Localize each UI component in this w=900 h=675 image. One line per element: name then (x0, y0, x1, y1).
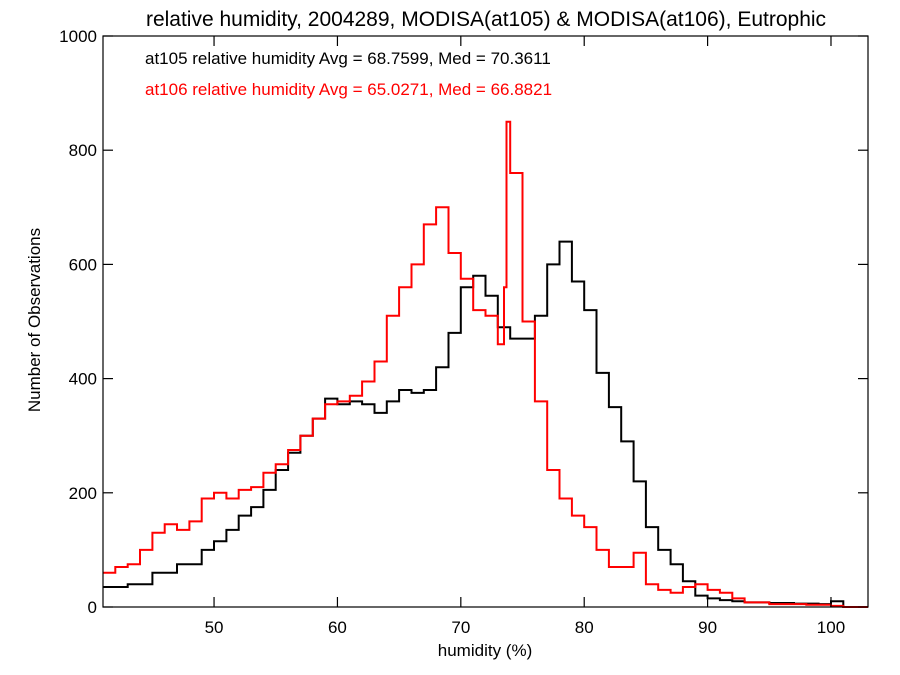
legend-entry-at105: at105 relative humidity Avg = 68.7599, M… (145, 49, 551, 68)
y-tick-label: 1000 (59, 27, 97, 46)
plot-frame (102, 35, 869, 608)
x-tick-label: 80 (575, 618, 594, 637)
y-axis-label: Number of Observations (25, 228, 44, 412)
x-tick-label: 50 (205, 618, 224, 637)
x-tick-label: 60 (328, 618, 347, 637)
y-tick-label: 200 (69, 484, 97, 503)
legend-entry-at106: at106 relative humidity Avg = 65.0271, M… (145, 80, 552, 99)
x-tick-label: 90 (698, 618, 717, 637)
y-tick-label: 600 (69, 255, 97, 274)
x-axis-label: humidity (%) (438, 641, 532, 660)
chart-title: relative humidity, 2004289, MODISA(at105… (146, 8, 826, 31)
x-tick-label: 100 (817, 618, 845, 637)
series-layer (103, 120, 868, 608)
series-line-1 (103, 120, 868, 608)
x-tick-label: 70 (451, 618, 470, 637)
y-tick-label: 0 (88, 598, 97, 617)
y-tick-label: 400 (69, 370, 97, 389)
series-line-0 (103, 240, 868, 608)
y-tick-label: 800 (69, 141, 97, 160)
